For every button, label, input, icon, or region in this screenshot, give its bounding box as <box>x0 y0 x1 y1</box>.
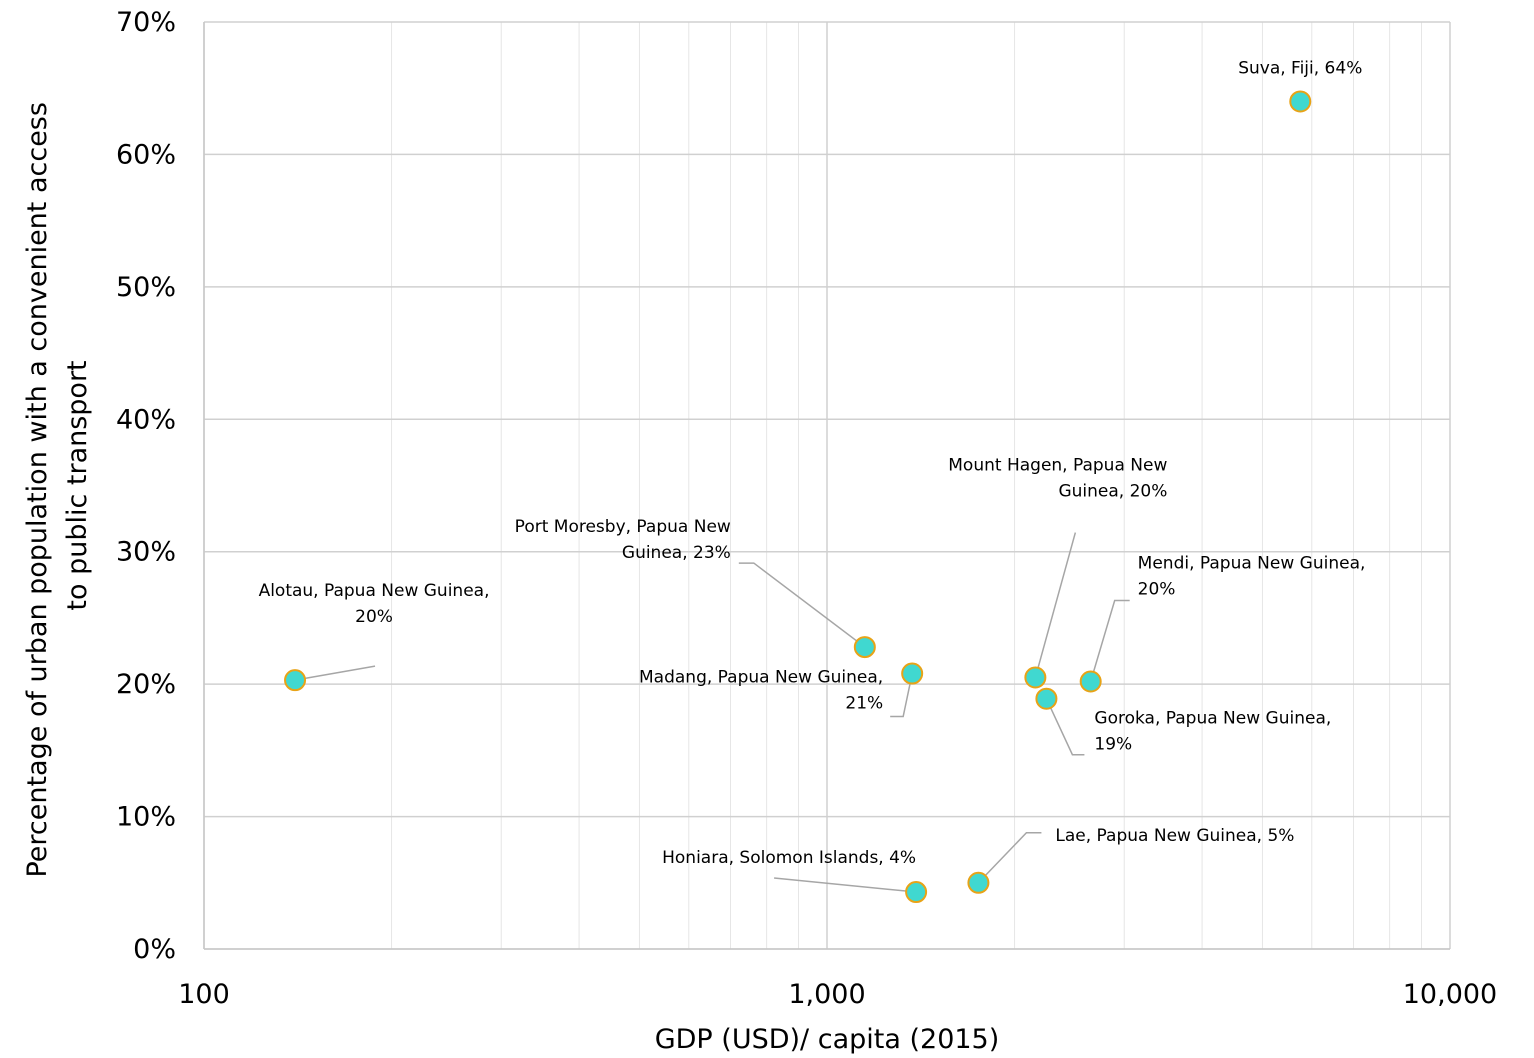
leader-line <box>738 562 866 648</box>
data-point <box>1289 90 1312 113</box>
data-points <box>284 90 1312 904</box>
y-tick-label: 40% <box>116 404 176 435</box>
data-label-line: Mendi, Papua New Guinea, <box>1138 553 1366 573</box>
data-label: Suva, Fiji, 64% <box>1238 58 1362 78</box>
y-tick-label: 10% <box>116 802 176 833</box>
x-tick-label: 1,000 <box>788 979 865 1010</box>
x-axis-title: GDP (USD)/ capita (2015) <box>655 1024 1000 1055</box>
data-point <box>901 662 924 685</box>
data-label-line: Port Moresby, Papua New <box>515 517 731 537</box>
y-axis-title-line-2: to public transport <box>62 360 93 610</box>
leader-line <box>977 832 1042 884</box>
data-label-line: Guinea, 20% <box>1058 482 1167 502</box>
data-point <box>284 669 307 692</box>
leader-line <box>1034 532 1077 678</box>
data-point <box>1035 687 1058 710</box>
y-axis-title: Percentage of urban population with a co… <box>22 93 93 877</box>
data-point <box>1079 670 1102 693</box>
data-label: Lae, Papua New Guinea, 5% <box>1055 826 1294 846</box>
x-tick-label: 100 <box>178 979 230 1010</box>
data-label-line: 20% <box>355 607 393 627</box>
data-label-line: 21% <box>845 694 883 714</box>
data-label: Madang, Papua New Guinea, 21% <box>639 668 883 714</box>
data-point <box>1024 666 1047 689</box>
data-label: Alotau, Papua New Guinea, 20% <box>259 581 490 627</box>
data-point <box>853 636 876 659</box>
grid-lines <box>203 21 1451 950</box>
data-point <box>967 871 990 894</box>
label-leader-lines <box>294 532 1130 893</box>
y-tick-label: 60% <box>116 139 176 170</box>
y-tick-label: 0% <box>133 934 176 965</box>
leader-line <box>294 665 376 681</box>
y-tick-label: 20% <box>116 669 176 700</box>
data-label: Port Moresby, Papua New Guinea, 23% <box>515 517 731 563</box>
leader-line <box>1045 698 1085 756</box>
leader-line <box>774 877 917 893</box>
y-tick-label: 30% <box>116 537 176 568</box>
data-label-line: Goroka, Papua New Guinea, <box>1094 709 1331 729</box>
data-label-line: Alotau, Papua New Guinea, <box>259 581 490 601</box>
data-label-line: 19% <box>1094 735 1132 755</box>
y-tick-label: 70% <box>116 7 176 38</box>
x-tick-label: 10,000 <box>1403 979 1497 1010</box>
data-label-line: Lae, Papua New Guinea, 5% <box>1055 826 1294 846</box>
data-label-line: Honiara, Solomon Islands, 4% <box>662 848 916 868</box>
tick-labels: 0% 10% 20% 30% 40% 50% 60% 70% 100 1,000 10,000 <box>116 7 1497 1010</box>
data-label: Mendi, Papua New Guinea, 20% <box>1138 553 1366 599</box>
leader-line <box>1089 599 1130 682</box>
data-label-line: Mount Hagen, Papua New <box>948 456 1167 476</box>
data-label-line: 20% <box>1138 579 1176 599</box>
data-label: Mount Hagen, Papua New Guinea, 20% <box>948 456 1167 502</box>
y-axis-title-line-1: Percentage of urban population with a co… <box>22 102 53 877</box>
data-label-line: Suva, Fiji, 64% <box>1238 58 1362 78</box>
data-labels: Alotau, Papua New Guinea, 20% Port Moresby… <box>259 58 1366 868</box>
data-label-line: Madang, Papua New Guinea, <box>639 668 883 688</box>
y-tick-label: 50% <box>116 272 176 303</box>
data-point <box>905 881 928 904</box>
leader-line <box>890 673 913 718</box>
data-label-line: Guinea, 23% <box>622 543 731 563</box>
data-label: Honiara, Solomon Islands, 4% <box>662 848 916 868</box>
data-label: Goroka, Papua New Guinea, 19% <box>1094 709 1331 755</box>
